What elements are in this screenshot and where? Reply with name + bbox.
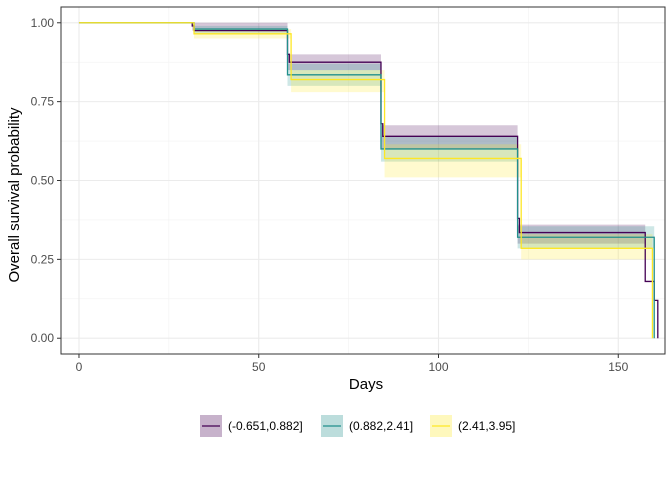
y-tick-label: 0.75 — [31, 95, 55, 109]
x-tick-label: 50 — [252, 360, 266, 374]
survival-curve-3 — [78, 22, 654, 339]
x-tick-label: 150 — [608, 360, 628, 374]
y-tick-label: 0.00 — [31, 331, 55, 345]
grid-major — [61, 7, 665, 354]
legend: (-0.651,0.882] (0.882,2.41] (2.41,3.95] — [200, 415, 515, 437]
confidence-band-2 — [78, 22, 655, 339]
x-tick-label: 0 — [76, 360, 83, 374]
y-tick-label: 1.00 — [31, 16, 55, 30]
y-axis-title: Overall survival probability — [6, 107, 23, 283]
survival-curves — [78, 22, 659, 339]
x-tick-label: 100 — [428, 360, 448, 374]
confidence-bands — [78, 22, 658, 339]
x-axis-title: Days — [349, 376, 383, 393]
legend-label-3: (2.41,3.95] — [458, 419, 515, 433]
confidence-band-3 — [78, 22, 653, 339]
y-tick-label: 0.25 — [31, 252, 55, 266]
legend-label-1: (-0.651,0.882] — [228, 419, 303, 433]
y-tick-label: 0.50 — [31, 174, 55, 188]
legend-label-2: (0.882,2.41] — [349, 419, 413, 433]
axes: 0 50 100 150 0.00 0.25 0.50 0.75 1.00 — [31, 16, 629, 374]
